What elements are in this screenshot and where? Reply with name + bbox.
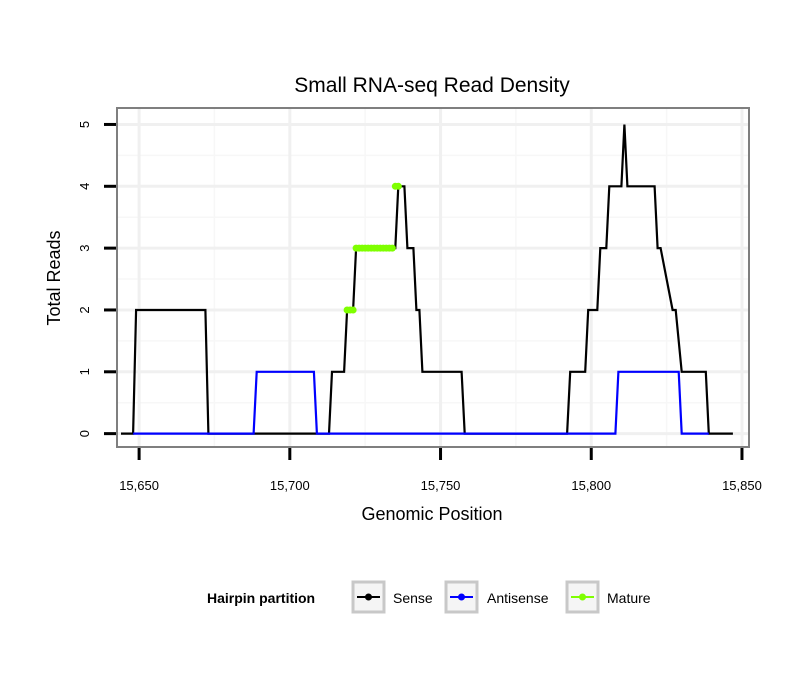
legend-swatch-dot [458, 593, 465, 601]
legend: Hairpin partition Sense Antisense Mature [207, 580, 651, 614]
x-axis: 15,650 15,700 15,750 15,800 15,850 [119, 448, 762, 493]
y-tick-label: 3 [77, 245, 92, 252]
legend-item-antisense: Antisense [444, 580, 549, 614]
legend-swatch-dot [365, 593, 372, 601]
grid-lines [118, 109, 748, 446]
x-tick-label: 15,750 [421, 478, 461, 493]
legend-label-antisense: Antisense [487, 590, 549, 606]
series-mature [343, 182, 402, 314]
y-axis-title: Total Reads [44, 230, 64, 325]
x-tick-label: 15,800 [571, 478, 611, 493]
legend-title: Hairpin partition [207, 590, 315, 606]
series-layer [121, 124, 733, 435]
legend-item-mature: Mature [565, 580, 651, 614]
y-tick-label: 0 [77, 430, 92, 437]
y-tick-label: 2 [77, 306, 92, 313]
plot-panel [116, 107, 750, 448]
legend-label-sense: Sense [393, 590, 433, 606]
y-tick-label: 5 [77, 121, 92, 128]
legend-label-mature: Mature [607, 590, 651, 606]
series-line-antisense [133, 370, 709, 435]
chart-title: Small RNA-seq Read Density [294, 74, 570, 97]
x-tick-label: 15,700 [270, 478, 310, 493]
x-tick-label: 15,650 [119, 478, 159, 493]
x-tick-label: 15,850 [722, 478, 762, 493]
x-axis-title: Genomic Position [361, 504, 502, 524]
legend-swatch-dot [579, 593, 586, 601]
y-tick-label: 1 [77, 368, 92, 375]
legend-item-sense: Sense [351, 580, 433, 614]
y-axis: 0 1 2 3 4 5 [77, 121, 116, 437]
y-tick-label: 4 [77, 183, 92, 190]
